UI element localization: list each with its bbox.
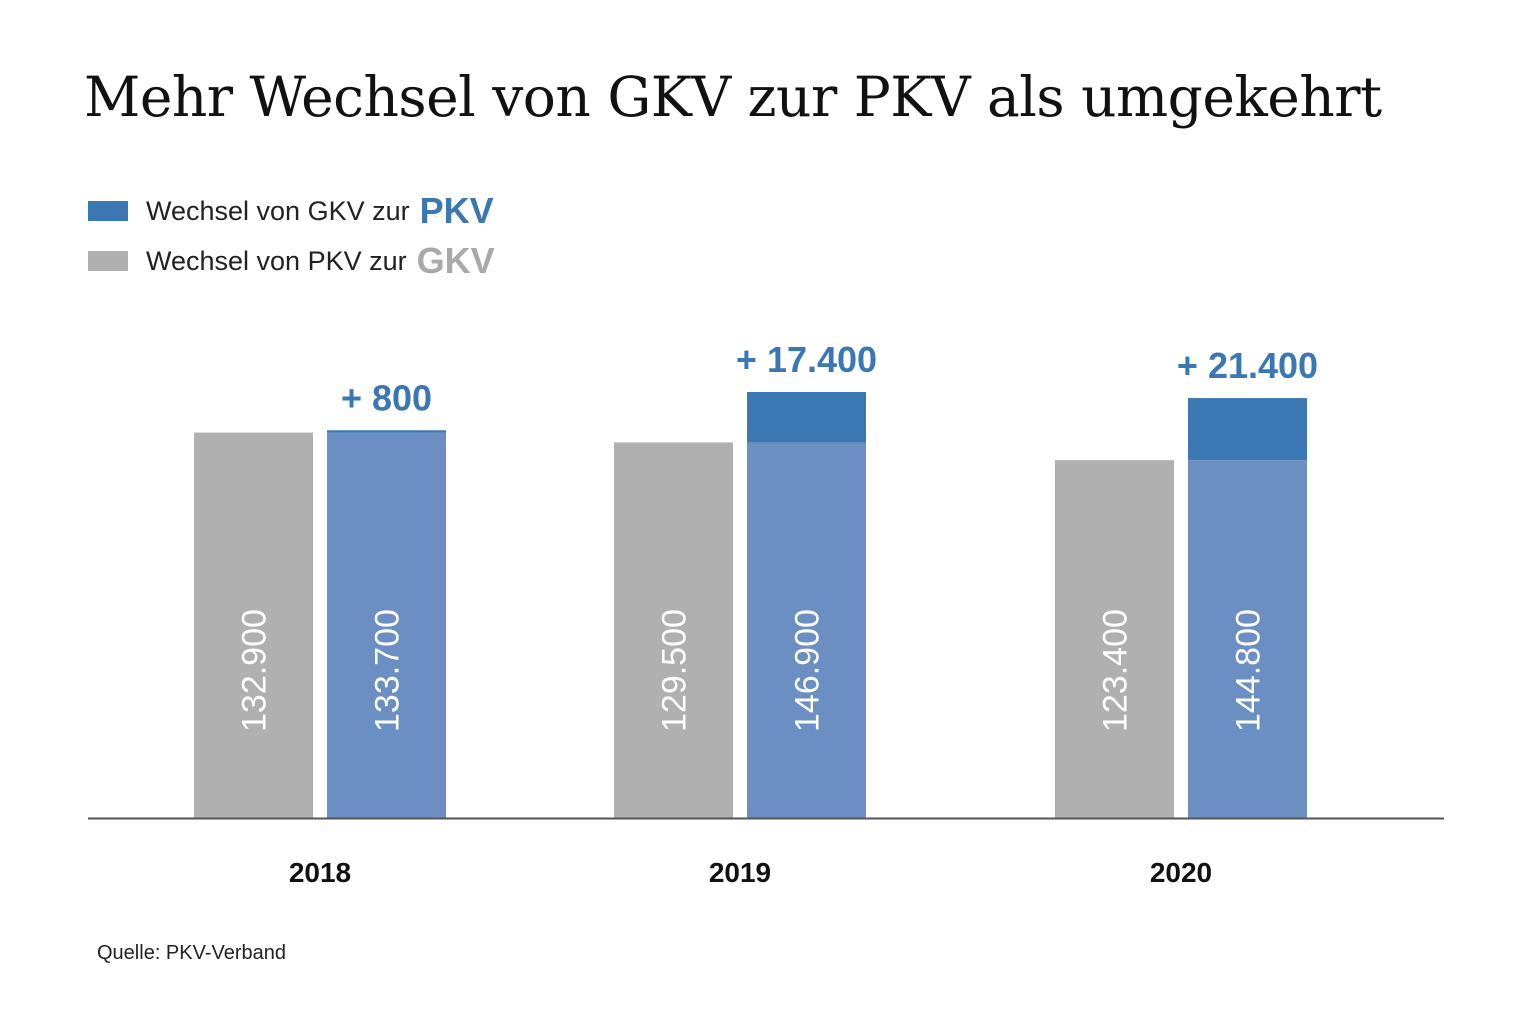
bar-label-gkv-2019: 129.500 <box>656 609 694 732</box>
bar-label-pkv-2019: 146.900 <box>789 609 827 732</box>
bar-gkv-2018 <box>194 432 313 818</box>
difference-label-2020: + 21.400 <box>1177 345 1318 386</box>
bar-pkv-2019 <box>747 442 866 818</box>
x-tick-label-2019: 2019 <box>709 857 771 888</box>
bar-label-gkv-2018: 132.900 <box>236 609 274 732</box>
bar-pkv-2020 <box>1188 460 1307 818</box>
bar-label-pkv-2020: 144.800 <box>1230 609 1268 732</box>
x-tick-label-2018: 2018 <box>289 857 351 888</box>
legend: Wechsel von GKV zur PKV Wechsel von PKV … <box>88 186 495 286</box>
legend-swatch-gkv <box>88 251 128 271</box>
chart-title: Mehr Wechsel von GKV zur PKV als umgekeh… <box>84 65 1382 129</box>
legend-emphasis-gkv: GKV <box>416 240 495 281</box>
x-tick-label-2020: 2020 <box>1150 857 1212 888</box>
bar-pkv-excess-2019 <box>747 391 866 443</box>
bar-label-pkv-2018: 133.700 <box>369 609 407 732</box>
legend-emphasis-pkv: PKV <box>419 190 494 231</box>
difference-label-2019: + 17.400 <box>736 339 877 380</box>
bar-pkv-2018 <box>327 432 446 818</box>
bar-pkv-excess-2018 <box>327 430 446 433</box>
bar-label-gkv-2020: 123.400 <box>1097 609 1135 732</box>
bar-gkv-2020 <box>1055 460 1174 818</box>
legend-swatch-pkv <box>88 201 128 221</box>
difference-label-2018: + 800 <box>341 377 432 418</box>
source-note: Quelle: PKV-Verband <box>97 942 287 964</box>
legend-item-pkv: Wechsel von GKV zur PKV <box>88 186 495 236</box>
legend-label-pkv: Wechsel von GKV zur <box>146 195 410 226</box>
bar-gkv-2019 <box>614 442 733 818</box>
legend-label-gkv: Wechsel von PKV zur <box>146 245 407 276</box>
bar-pkv-excess-2020 <box>1188 398 1307 461</box>
legend-item-gkv: Wechsel von PKV zur GKV <box>88 236 495 286</box>
